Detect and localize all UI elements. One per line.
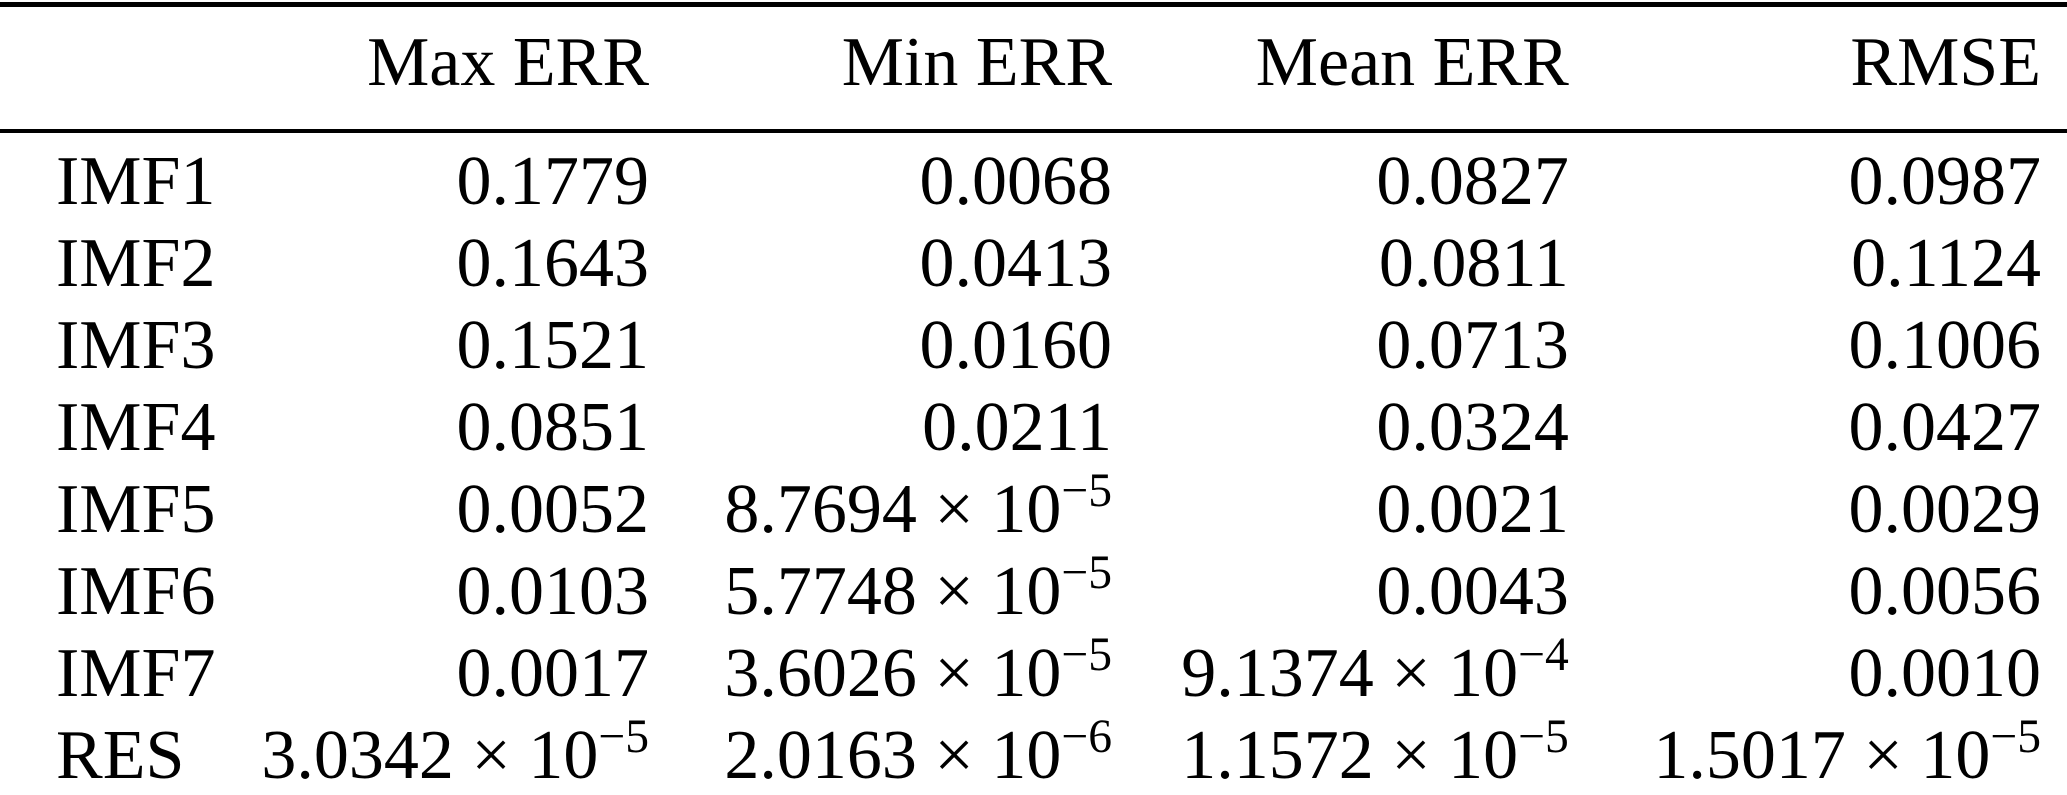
table-row-res: RES 3.0342 × 10−5 2.0163 × 10−6 1.1572 ×…	[0, 710, 2067, 795]
column-header-rmse: RMSE	[1568, 4, 2067, 133]
row-label-imf3: IMF3	[56, 307, 216, 384]
cell-imf5-max-err: 0.0052	[456, 471, 650, 548]
row-label-imf4: IMF4	[56, 389, 216, 466]
cell-imf4-min-err: 0.0211	[922, 389, 1113, 466]
cell-imf1-min-err: 0.0068	[919, 143, 1113, 220]
cell-imf2-max-err: 0.1643	[456, 225, 650, 302]
table-row-imf3: IMF3 0.1521 0.0160 0.0713 0.1006	[0, 305, 2067, 387]
header-row: Max ERR Min ERR Mean ERR RMSE	[0, 4, 2067, 133]
cell-res-mean-err: 1.1572 × 10−5	[1181, 710, 1569, 794]
column-header-mean-err: Mean ERR	[1112, 4, 1569, 133]
column-header-max-err: Max ERR	[229, 4, 650, 133]
cell-imf3-max-err: 0.1521	[456, 307, 650, 384]
cell-res-min-err: 2.0163 × 10−6	[724, 710, 1113, 794]
cell-imf6-rmse: 0.0056	[1848, 553, 2042, 630]
cell-imf5-mean-err: 0.0021	[1376, 471, 1569, 548]
table-row-imf5: IMF5 0.0052 8.7694 × 10−5 0.0021 0.0029	[0, 464, 2067, 551]
cell-imf4-rmse: 0.0427	[1848, 389, 2042, 466]
cell-imf1-mean-err: 0.0827	[1376, 143, 1569, 220]
table-row-imf7: IMF7 0.0017 3.6026 × 10−5 9.1374 × 10−4 …	[0, 628, 2067, 715]
row-label-imf2: IMF2	[56, 225, 216, 302]
row-label-imf6: IMF6	[56, 553, 216, 630]
cell-imf6-min-err: 5.7748 × 10−5	[724, 546, 1113, 630]
table-body: IMF1 0.1779 0.0068 0.0827 0.0987 IMF2 0.…	[0, 131, 2067, 795]
row-label-res: RES	[56, 717, 185, 794]
cell-imf1-max-err: 0.1779	[456, 143, 650, 220]
column-header-empty	[0, 4, 230, 133]
cell-imf7-max-err: 0.0017	[456, 635, 650, 712]
cell-imf4-max-err: 0.0851	[456, 389, 650, 466]
cell-imf1-rmse: 0.0987	[1848, 143, 2042, 220]
table-row-imf1: IMF1 0.1779 0.0068 0.0827 0.0987	[0, 131, 2067, 223]
table-header: Max ERR Min ERR Mean ERR RMSE	[0, 4, 2067, 133]
row-label-imf7: IMF7	[56, 635, 216, 712]
cell-imf7-rmse: 0.0010	[1848, 635, 2042, 712]
cell-res-max-err: 3.0342 × 10−5	[261, 710, 650, 794]
cell-imf5-rmse: 0.0029	[1848, 471, 2042, 548]
table-row-imf4: IMF4 0.0851 0.0211 0.0324 0.0427	[0, 387, 2067, 469]
cell-imf6-max-err: 0.0103	[456, 553, 650, 630]
cell-imf3-mean-err: 0.0713	[1376, 307, 1569, 384]
cell-imf7-mean-err: 9.1374 × 10−4	[1181, 628, 1569, 712]
table-row-imf6: IMF6 0.0103 5.7748 × 10−5 0.0043 0.0056	[0, 546, 2067, 633]
cell-imf7-min-err: 3.6026 × 10−5	[724, 628, 1113, 712]
table-row-imf2: IMF2 0.1643 0.0413 0.0811 0.1124	[0, 223, 2067, 305]
cell-imf6-mean-err: 0.0043	[1376, 553, 1569, 630]
cell-imf3-min-err: 0.0160	[919, 307, 1113, 384]
cell-res-rmse: 1.5017 × 10−5	[1653, 710, 2041, 794]
row-label-imf1: IMF1	[56, 143, 216, 220]
cell-imf2-min-err: 0.0413	[919, 225, 1113, 302]
cell-imf3-rmse: 0.1006	[1848, 307, 2042, 384]
cell-imf2-mean-err: 0.0811	[1378, 225, 1569, 302]
cell-imf2-rmse: 0.1124	[1851, 225, 2041, 302]
column-header-min-err: Min ERR	[649, 4, 1113, 133]
cell-imf5-min-err: 8.7694 × 10−5	[724, 464, 1113, 548]
cell-imf4-mean-err: 0.0324	[1376, 389, 1569, 466]
row-label-imf5: IMF5	[56, 471, 216, 548]
